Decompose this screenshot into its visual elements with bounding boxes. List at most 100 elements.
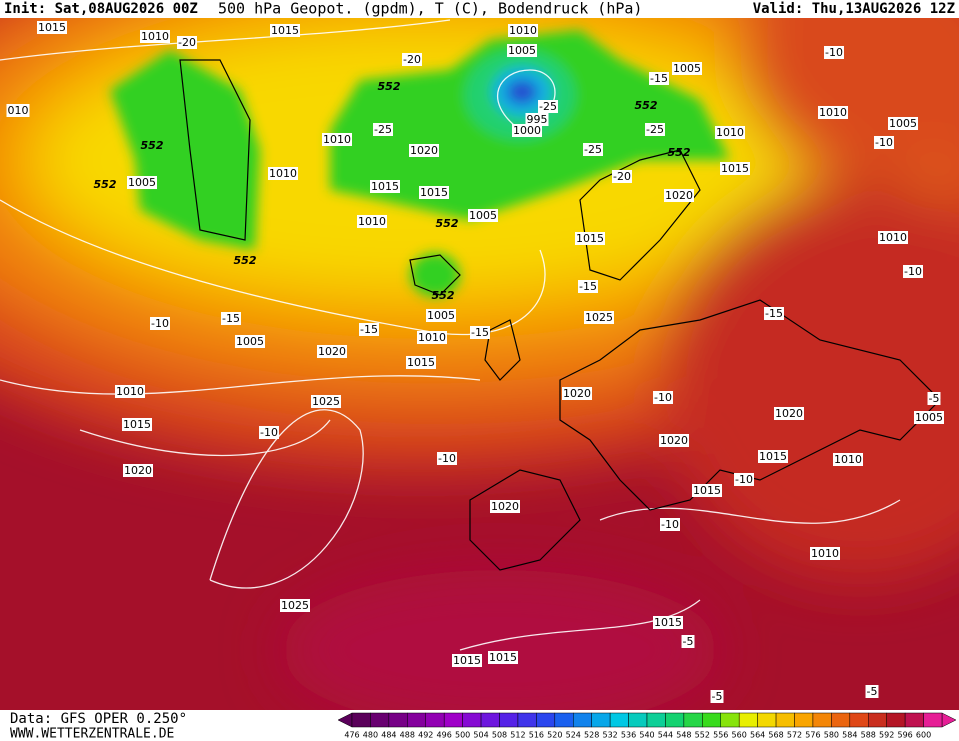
temperature-label: -15: [222, 312, 240, 325]
pressure-label: 1015: [489, 651, 517, 664]
pressure-label: 1015: [123, 418, 151, 431]
valid-time: Valid: Thu,13AUG2026 12Z: [753, 1, 955, 17]
pressure-label: 1000: [513, 124, 541, 137]
colorbar-label: 512: [510, 731, 525, 740]
temperature-label: -15: [765, 307, 783, 320]
pressure-label: 1015: [654, 616, 682, 629]
colorbar-label: 524: [566, 731, 581, 740]
pressure-label-box: [508, 24, 538, 37]
pressure-label-box: [818, 106, 848, 119]
pressure-label: 1020: [410, 144, 438, 157]
pressure-label: 1015: [271, 24, 299, 37]
colorbar-swatch: [775, 712, 795, 728]
pressure-label-box: [692, 484, 722, 497]
pressure-label-box: [317, 345, 347, 358]
pressure-label: 1015: [576, 232, 604, 245]
temperature-label-box: [437, 452, 457, 465]
init-time: Init: Sat,08AUG2026 00Z: [4, 1, 198, 17]
pressure-label-box: [575, 232, 605, 245]
pressure-label: 1015: [453, 654, 481, 667]
temperature-label: -15: [471, 326, 489, 339]
pressure-label: 1010: [141, 30, 169, 43]
temperature-label-box: [583, 143, 603, 156]
temperature-label-box: [359, 323, 379, 336]
temperature-label-box: [373, 123, 393, 136]
pressure-label: 1020: [491, 500, 519, 513]
colorbar-label: 560: [732, 731, 747, 740]
pressure-label-box: [280, 599, 310, 612]
temperature-label: -10: [151, 317, 169, 330]
pressure-label: 1015: [693, 484, 721, 497]
temperature-label: -10: [825, 46, 843, 59]
colorbar-swatch: [720, 712, 740, 728]
geopotential-label: 552: [141, 139, 164, 152]
pressure-label: 010: [8, 104, 29, 117]
pressure-label-box: [888, 117, 918, 130]
colorbar-label: 548: [676, 731, 691, 740]
pressure-label: 1015: [759, 450, 787, 463]
pressure-label-box: [426, 309, 456, 322]
temperature-label-box: [221, 312, 241, 325]
geopotential-label: 552: [378, 80, 401, 93]
pressure-label: 1010: [716, 126, 744, 139]
colorbar-label: 600: [916, 731, 931, 740]
temperature-label-box: [874, 136, 894, 149]
temperature-label-box: [150, 317, 170, 330]
pressure-label-box: [672, 62, 702, 75]
colorbar-label: 544: [658, 731, 673, 740]
temperature-label: -25: [584, 143, 602, 156]
pressure-label: 1025: [312, 395, 340, 408]
pressure-label: 1010: [323, 133, 351, 146]
geopotential-label: 552: [234, 254, 257, 267]
colorbar-swatch: [665, 712, 685, 728]
colorbar-swatch: [388, 712, 408, 728]
colorbar-label: 564: [750, 731, 765, 740]
pressure-label: 1005: [469, 209, 497, 222]
pressure-label: 1005: [236, 335, 264, 348]
pressure-label-box: [525, 113, 549, 126]
pressure-label: 1025: [281, 599, 309, 612]
pressure-label: 1010: [879, 231, 907, 244]
colorbar-label: 496: [437, 731, 452, 740]
colorbar-swatch: [812, 712, 832, 728]
temperature-label-box: [865, 685, 879, 698]
colorbar-label: 528: [584, 731, 599, 740]
colorbar-swatch: [554, 712, 574, 728]
pressure-label-box: [490, 500, 520, 513]
colorbar-swatch: [886, 712, 906, 728]
colorbar-label: 492: [418, 731, 433, 740]
colorbar-label: 476: [344, 731, 359, 740]
colorbar-swatch: [407, 712, 426, 728]
colorbar-swatch: [591, 712, 611, 728]
temperature-label: -5: [712, 690, 723, 703]
pressure-label: 1020: [563, 387, 591, 400]
colorbar-label: 552: [695, 731, 710, 740]
temperature-label: -20: [613, 170, 631, 183]
pressure-label-box: [6, 104, 30, 117]
pressure-label: 1010: [819, 106, 847, 119]
data-source: Data: GFS OPER 0.250°: [10, 711, 187, 727]
pressure-label-box: [115, 385, 145, 398]
pressure-label-box: [507, 44, 537, 57]
pressure-label: 1020: [665, 189, 693, 202]
colorbar-swatch: [425, 712, 445, 728]
pressure-label: 1025: [585, 311, 613, 324]
pressure-label-box: [127, 176, 157, 189]
colorbar-label: 508: [492, 731, 507, 740]
colorbar-label: 480: [363, 731, 378, 740]
temperature-label: -10: [875, 136, 893, 149]
colorbar-swatch: [831, 712, 851, 728]
pressure-label-box: [833, 453, 863, 466]
temperature-label: -25: [374, 123, 392, 136]
pressure-label: 1010: [358, 215, 386, 228]
temperature-label-box: [470, 326, 490, 339]
pressure-label-box: [311, 395, 341, 408]
temperature-label-box: [538, 100, 558, 113]
colorbar-label: 520: [547, 731, 562, 740]
temperature-label-box: [903, 265, 923, 278]
temperature-label-box: [653, 391, 673, 404]
colorbar-label: 532: [602, 731, 617, 740]
temperature-label: -15: [650, 72, 668, 85]
colorbar-label: 488: [400, 731, 415, 740]
